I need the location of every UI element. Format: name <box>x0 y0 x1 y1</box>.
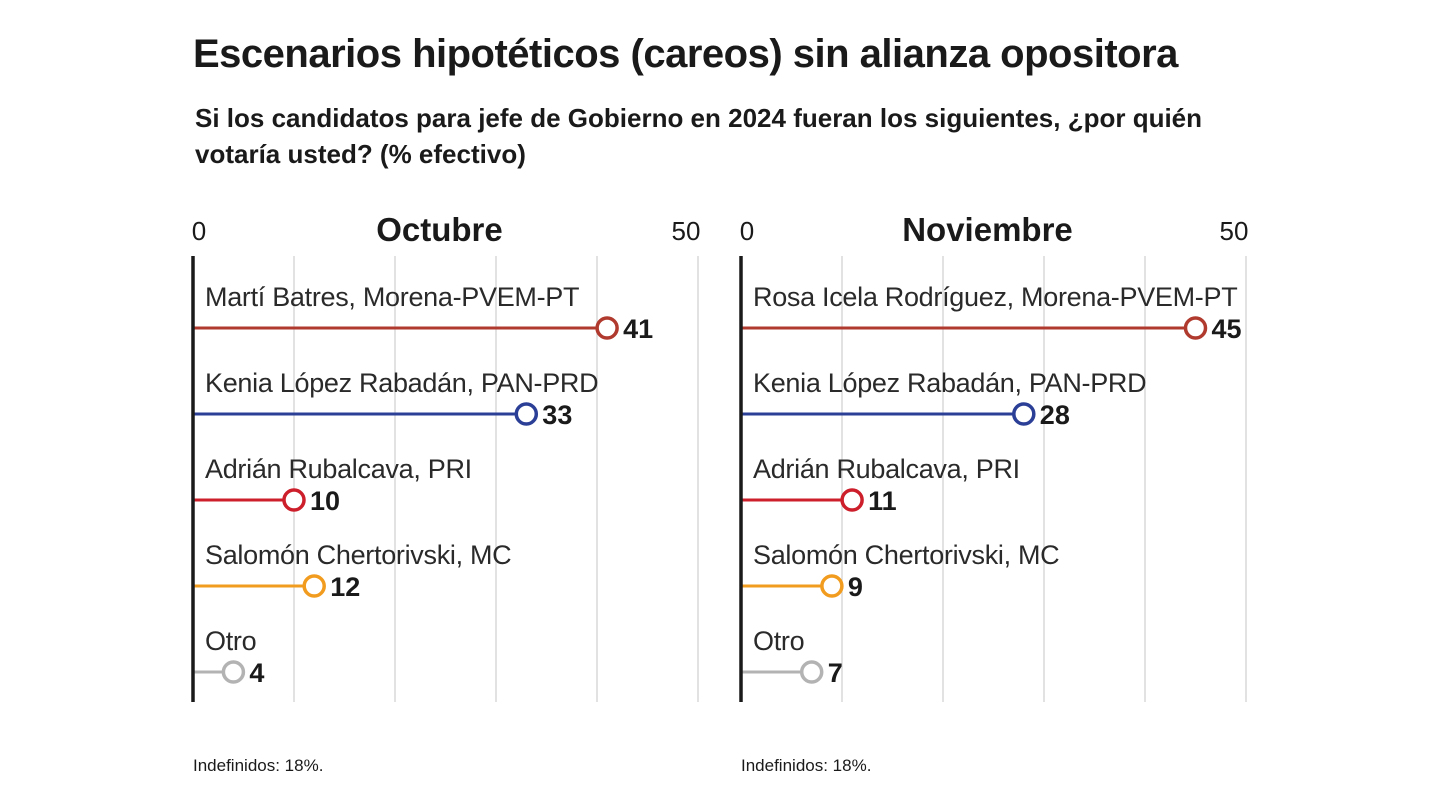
panel-title: Noviembre <box>902 211 1073 248</box>
category-label: Salomón Chertorivski, MC <box>753 540 1059 570</box>
chart-subtitle: Si los candidatos para jefe de Gobierno … <box>195 103 1203 169</box>
data-point <box>221 660 246 684</box>
data-label: 4 <box>249 658 264 688</box>
chart-title: Escenarios hipotéticos (careos) sin alia… <box>193 32 1178 76</box>
data-point <box>1183 316 1208 340</box>
category-label: Martí Batres, Morena-PVEM-PT <box>205 282 579 312</box>
data-label: 45 <box>1212 314 1242 344</box>
data-point <box>595 316 619 340</box>
chart-panel-noviembre: 0 50 Noviembre Rosa Icela Rodríguez, Morena… <box>739 211 1249 702</box>
data-point <box>820 574 844 598</box>
category-label: Adrián Rubalcava, PRI <box>753 454 1020 484</box>
data-point <box>840 488 864 512</box>
category-label: Rosa Icela Rodríguez, Morena-PVEM-PT <box>753 282 1237 312</box>
category-label: Salomón Chertorivski, MC <box>205 540 511 570</box>
tick-label: 50 <box>672 216 701 246</box>
footnote-octubre: Indefinidos: 18%. <box>193 756 324 775</box>
data-label: 11 <box>868 486 897 516</box>
data-label: 41 <box>623 314 653 344</box>
data-label: 33 <box>542 400 572 430</box>
category-label: Adrián Rubalcava, PRI <box>205 454 472 484</box>
data-label: 12 <box>330 572 360 602</box>
tick-label: 0 <box>740 216 754 246</box>
data-label: 9 <box>848 572 863 602</box>
data-point <box>302 574 326 598</box>
panel-title: Octubre <box>376 211 503 248</box>
data-point <box>282 488 306 512</box>
category-label: Kenia López Rabadán, PAN-PRD <box>753 368 1146 398</box>
data-point <box>799 660 824 684</box>
footnote-noviembre: Indefinidos: 18%. <box>741 756 872 775</box>
tick-label: 50 <box>1220 216 1249 246</box>
data-label: 28 <box>1040 400 1070 430</box>
data-point <box>514 402 539 426</box>
data-label: 10 <box>310 486 340 516</box>
tick-label: 0 <box>192 216 206 246</box>
category-label: Kenia López Rabadán, PAN-PRD <box>205 368 598 398</box>
category-label: Otro <box>753 626 804 656</box>
category-label: Otro <box>205 626 256 656</box>
data-label: 7 <box>828 658 843 688</box>
data-point <box>1012 402 1036 426</box>
